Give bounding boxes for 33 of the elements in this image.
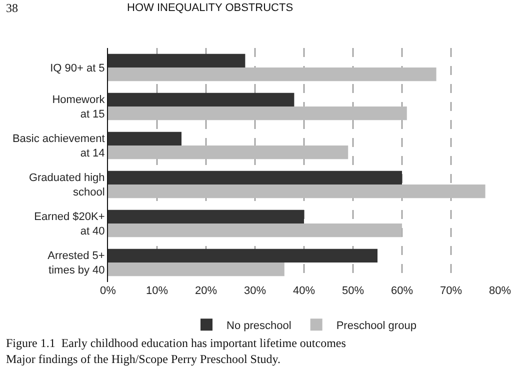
text: Major findings of the High/Scope Perry Preschool Study. (6, 352, 281, 366)
bar (108, 54, 246, 68)
legend-label: Preschool group (336, 320, 416, 332)
x-tick-label: 0% (100, 285, 116, 297)
x-tick-label: 40% (292, 285, 316, 297)
bar (108, 170, 402, 184)
caption: Figure 1.1 Early childhood education has important lifetime outcomes (6, 336, 346, 350)
text: 38 (6, 1, 18, 15)
bar (108, 146, 348, 160)
x-tick-label: 30% (244, 285, 266, 297)
bar (108, 224, 402, 238)
x-tick-label: 10% (146, 285, 168, 297)
x-tick-label: 60% (390, 285, 414, 297)
y-tick-label: Basic achievement at 14 (12, 133, 105, 160)
bar (108, 262, 284, 276)
y-tick-label: Earned $20K+ at 40 (34, 211, 105, 238)
y-tick-label: Homework at 15 (52, 94, 106, 120)
bar (108, 248, 378, 262)
legend-label: No preschool (226, 320, 292, 332)
y-tick-label: IQ 90+ at 5 (50, 62, 105, 74)
y-tick-label: Graduated high school (28, 172, 105, 198)
x-tick-label: 80% (488, 285, 512, 297)
x-tick-label: 50% (342, 285, 364, 297)
x-tick-label: 20% (194, 285, 218, 297)
x-tick-label: 70% (440, 285, 462, 297)
bar (108, 210, 304, 224)
text: HOW INEQUALITY OBSTRUCTS (127, 2, 294, 14)
bar (108, 106, 407, 120)
bar (108, 92, 294, 106)
bar (108, 184, 486, 198)
bar (108, 68, 436, 82)
bar (108, 132, 182, 146)
y-tick-label: Arrested 5+ times by 40 (48, 250, 105, 276)
